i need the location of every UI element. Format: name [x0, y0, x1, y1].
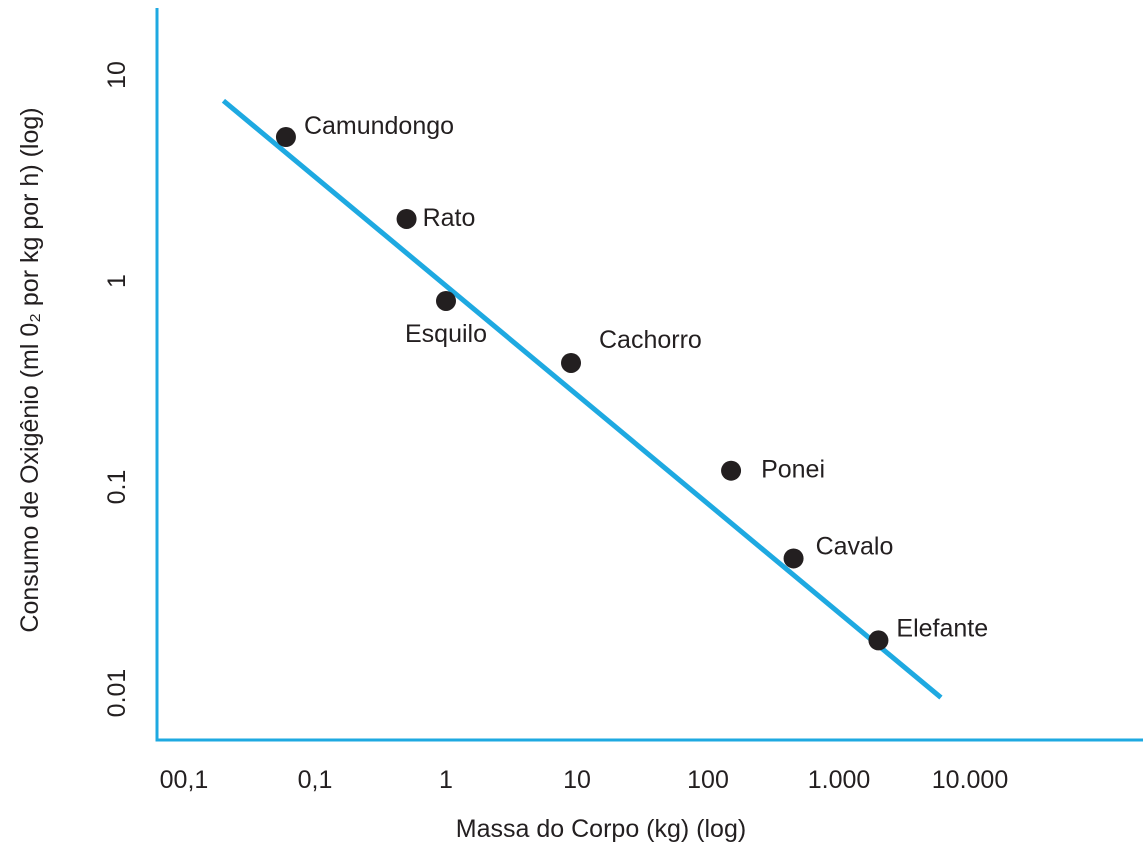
x-tick-label: 0,1: [298, 766, 333, 794]
point-labels: Camundongo Rato Esquilo Cachorro Ponei Cavalo…: [304, 112, 988, 642]
y-tick-label: 1: [103, 274, 131, 288]
axes: [155, 8, 1143, 742]
x-tick-label: 1.000: [808, 766, 871, 794]
data-point: [783, 548, 804, 569]
y-axis-title: Consumo de Oxigênio (ml 0₂ por kg por h)…: [16, 107, 44, 632]
point-label: Cavalo: [816, 532, 894, 560]
data-point: [275, 127, 296, 148]
trend-line: [221, 98, 943, 700]
point-label: Cachorro: [599, 326, 702, 354]
x-tick-label: 100: [687, 766, 729, 794]
y-tick-labels: 10 1 0.1 0.01: [103, 61, 131, 717]
point-label: Camundongo: [304, 112, 454, 140]
data-points: [275, 127, 889, 651]
x-axis-title: Massa do Corpo (kg) (log): [456, 815, 746, 843]
point-label: Ponei: [761, 456, 825, 484]
x-tick-label: 00,1: [160, 766, 209, 794]
data-point: [868, 630, 889, 651]
y-tick-label: 10: [103, 61, 131, 89]
x-tick-label: 10: [563, 766, 591, 794]
point-label: Esquilo: [405, 320, 487, 348]
data-point: [721, 460, 742, 481]
x-tick-label: 1: [439, 766, 453, 794]
data-point: [396, 208, 417, 229]
x-tick-label: 10.000: [932, 766, 1008, 794]
point-label: Elefante: [896, 614, 988, 642]
y-tick-label: 0.01: [103, 669, 131, 718]
y-tick-label: 0.1: [103, 470, 131, 505]
point-label: Rato: [423, 204, 476, 232]
data-point: [436, 290, 456, 311]
x-tick-labels: 00,1 0,1 1 10 100 1.000 10.000: [160, 766, 1009, 794]
data-point: [561, 352, 582, 373]
